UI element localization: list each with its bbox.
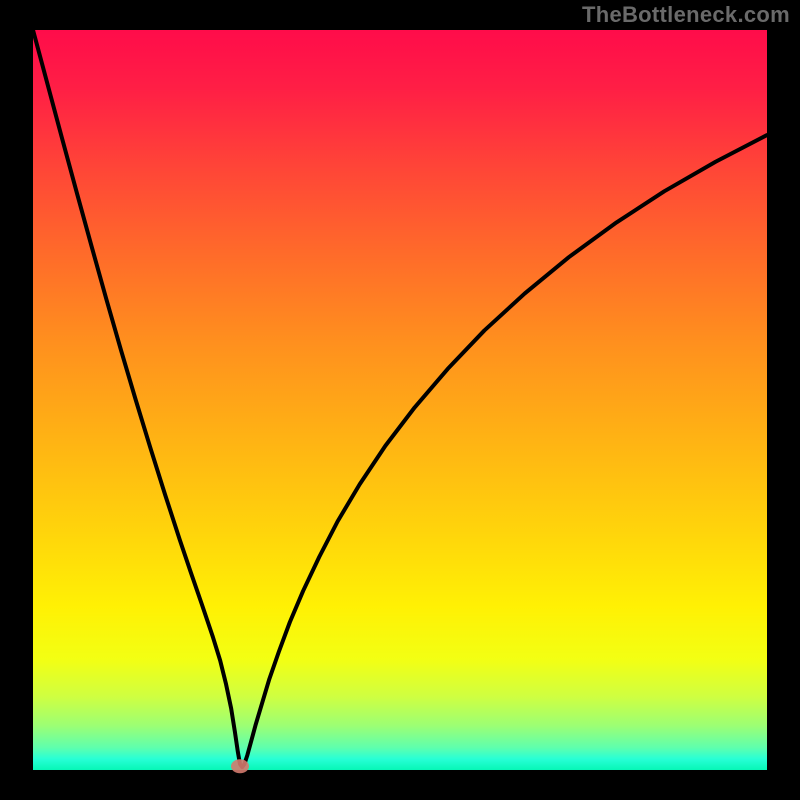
bottleneck-curve-path — [33, 30, 767, 767]
chart-frame: TheBottleneck.com — [0, 0, 800, 800]
minimum-marker — [231, 759, 249, 773]
watermark-text: TheBottleneck.com — [582, 2, 790, 28]
bottleneck-curve-svg — [33, 30, 767, 770]
plot-area — [33, 30, 767, 770]
